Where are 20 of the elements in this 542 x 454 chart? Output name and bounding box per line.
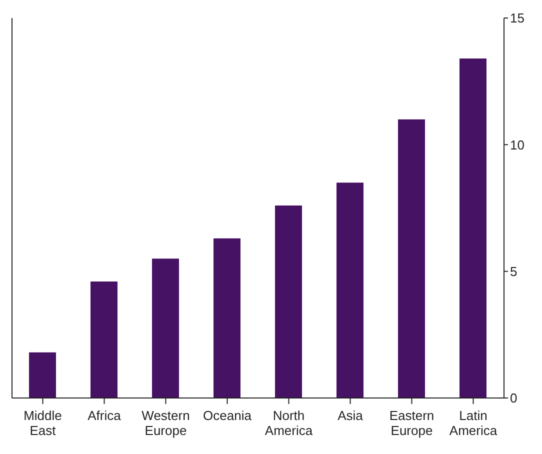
x-tick-label: Middle East: [24, 408, 62, 438]
x-tick-label: Oceania: [203, 408, 252, 423]
y-tick-label: 10: [510, 137, 524, 152]
y-tick-label: 15: [510, 10, 524, 26]
bar: [275, 205, 302, 398]
bar: [336, 182, 364, 398]
bar: [460, 58, 486, 398]
x-tick-label: Eastern Europe: [389, 408, 434, 438]
x-tick-label: Western Europe: [142, 408, 190, 438]
bar: [398, 119, 425, 398]
bar: [90, 281, 118, 398]
bar: [152, 258, 179, 398]
y-tick-label: 0: [510, 390, 518, 406]
x-tick-label: Latin America: [449, 408, 498, 438]
bar: [214, 238, 240, 398]
x-tick-label: Asia: [338, 408, 364, 423]
x-tick-label: Africa: [88, 408, 122, 423]
y-tick-label: 5: [510, 264, 518, 279]
bar: [29, 352, 56, 398]
x-tick-label: North America: [264, 408, 314, 438]
